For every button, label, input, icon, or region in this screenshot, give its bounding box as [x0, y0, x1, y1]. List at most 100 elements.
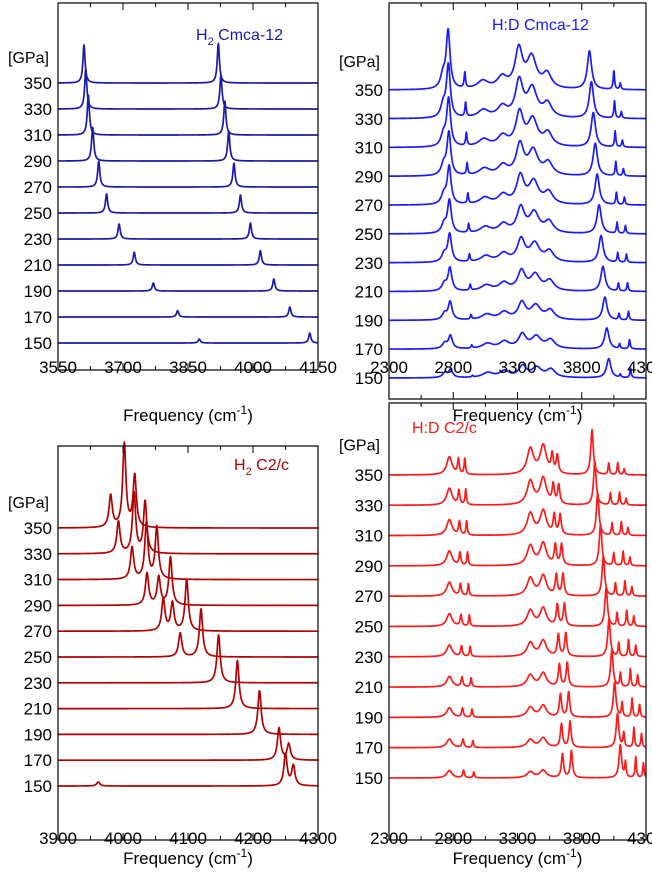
series-line-170 — [388, 327, 647, 350]
pressure-label-310: 310 — [355, 139, 383, 158]
pressure-label-150: 150 — [24, 334, 52, 353]
pressure-label-210: 210 — [24, 256, 52, 275]
pressure-label-290: 290 — [24, 152, 52, 171]
series-line-330 — [57, 68, 319, 110]
series-line-350 — [388, 27, 647, 91]
pressure-unit-label: [GPa] — [8, 495, 49, 512]
x-tick-label: 3850 — [169, 358, 207, 377]
pressure-label-310: 310 — [355, 527, 383, 546]
x-tick-label: 4300 — [627, 829, 652, 848]
panel-1: 350 330 310 290 270 250 230 210 190 170 150 [GPa] 35… — [8, 2, 337, 425]
series-line-210 — [57, 659, 319, 710]
x-tick-label: 4100 — [169, 829, 207, 848]
series-line-170 — [57, 726, 319, 762]
pressure-label-250: 250 — [355, 618, 383, 637]
x-tick-label: 4150 — [299, 358, 337, 377]
pressure-label-230: 230 — [24, 230, 52, 249]
series-line-250 — [57, 193, 319, 214]
series-line-150 — [388, 743, 647, 779]
pressure-label-190: 190 — [24, 725, 52, 744]
pressure-label-230: 230 — [355, 648, 383, 667]
series-line-190 — [388, 296, 647, 322]
pressure-label-350: 350 — [355, 466, 383, 485]
series-line-350 — [388, 428, 647, 476]
pressure-label-190: 190 — [355, 311, 383, 330]
pressure-label-210: 210 — [355, 678, 383, 697]
pressure-label-230: 230 — [24, 674, 52, 693]
series-line-270 — [388, 164, 647, 206]
pressure-label-250: 250 — [24, 204, 52, 223]
pressure-label-290: 290 — [24, 596, 52, 615]
series-line-350 — [57, 42, 319, 84]
series-line-150 — [388, 357, 647, 379]
x-tick-label: 3550 — [39, 358, 77, 377]
series-line-250 — [388, 586, 647, 628]
series-line-270 — [57, 578, 319, 633]
pressure-label-270: 270 — [24, 622, 52, 641]
panel-4: 350 330 310 290 270 250 230 210 190 170 150 [GPa] 23… — [339, 402, 652, 868]
pressure-label-170: 170 — [24, 751, 52, 770]
pressure-label-210: 210 — [355, 283, 383, 302]
x-axis-label: Frequency (cm-1) — [453, 403, 583, 425]
series-line-230 — [388, 617, 647, 658]
x-axis-label: Frequency (cm-1) — [453, 846, 583, 868]
panel-title: H2 Cmca-12 — [196, 27, 283, 48]
series-line-330 — [57, 491, 319, 555]
pressure-label-270: 270 — [355, 196, 383, 215]
pressure-label-310: 310 — [24, 571, 52, 590]
series-line-270 — [57, 160, 319, 188]
pressure-unit-label: [GPa] — [339, 54, 380, 71]
x-axis-label: Frequency (cm-1) — [123, 846, 253, 868]
x-tick-label: 2300 — [370, 358, 408, 377]
series-line-290 — [388, 129, 647, 178]
series-line-190 — [57, 689, 319, 736]
pressure-unit-label: [GPa] — [339, 438, 380, 455]
pressure-label-170: 170 — [355, 739, 383, 758]
series-line-310 — [57, 94, 319, 136]
pressure-label-230: 230 — [355, 254, 383, 273]
series-line-190 — [388, 681, 647, 719]
pressure-label-350: 350 — [24, 519, 52, 538]
series-line-210 — [388, 649, 647, 688]
pressure-label-270: 270 — [355, 587, 383, 606]
pressure-label-170: 170 — [24, 308, 52, 327]
series-line-170 — [388, 712, 647, 749]
x-tick-label: 4000 — [234, 358, 272, 377]
x-tick-label: 3900 — [39, 829, 77, 848]
series-line-230 — [388, 231, 647, 264]
x-tick-label: 3700 — [104, 358, 142, 377]
pressure-label-350: 350 — [355, 81, 383, 100]
plot-frame — [57, 445, 319, 841]
x-tick-label: 4300 — [627, 358, 652, 377]
pressure-label-250: 250 — [355, 225, 383, 244]
pressure-label-150: 150 — [24, 777, 52, 796]
panel-2: 350 330 310 290 270 250 230 210 190 170 150 [GPa] 23… — [339, 2, 652, 425]
pressure-label-350: 350 — [24, 74, 52, 93]
pressure-label-210: 210 — [24, 700, 52, 719]
pressure-label-270: 270 — [24, 178, 52, 197]
series-line-170 — [57, 306, 319, 318]
x-tick-label: 4300 — [299, 829, 337, 848]
series-line-330 — [388, 62, 647, 120]
x-tick-label: 3800 — [563, 829, 601, 848]
series-line-250 — [388, 198, 647, 235]
series-line-250 — [57, 607, 319, 658]
pressure-label-330: 330 — [355, 110, 383, 129]
pressure-label-170: 170 — [355, 340, 383, 359]
series-line-310 — [57, 520, 319, 581]
pressure-label-190: 190 — [355, 708, 383, 727]
series-line-290 — [57, 126, 319, 162]
panel-3: 350 330 310 290 270 250 230 210 190 170 150 [GPa] 39… — [8, 441, 337, 868]
series-line-310 — [388, 492, 647, 537]
pressure-label-250: 250 — [24, 648, 52, 667]
x-tick-label: 2300 — [370, 829, 408, 848]
series-line-230 — [57, 634, 319, 684]
series-line-270 — [388, 554, 647, 597]
series-line-190 — [57, 278, 319, 292]
series-line-290 — [388, 523, 647, 567]
x-tick-label: 3300 — [499, 358, 537, 377]
series-line-210 — [57, 249, 319, 266]
x-tick-label: 3300 — [499, 829, 537, 848]
series-line-350 — [57, 441, 319, 529]
